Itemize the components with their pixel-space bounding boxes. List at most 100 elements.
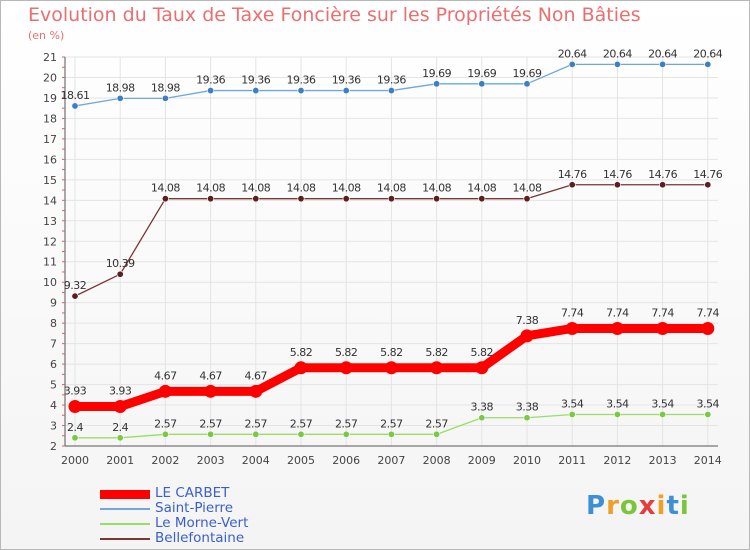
y-tick-label: 7 bbox=[50, 338, 57, 351]
data-point-le-morne-vert bbox=[252, 430, 260, 438]
data-label-le-morne-vert: 2.57 bbox=[199, 417, 222, 430]
data-point-bellefontaine bbox=[252, 195, 260, 203]
logo-letter: r bbox=[606, 491, 620, 521]
x-tick-label: 2011 bbox=[558, 454, 586, 467]
data-label-saint-pierre: 19.69 bbox=[513, 67, 542, 80]
data-label-le-carbet: 5.82 bbox=[380, 346, 403, 359]
y-axis-unit-label: (en %) bbox=[28, 29, 65, 42]
x-tick-label: 2008 bbox=[423, 454, 451, 467]
data-label-saint-pierre: 20.64 bbox=[558, 47, 587, 60]
data-label-le-morne-vert: 2.57 bbox=[425, 417, 448, 430]
legend-label-le-morne-vert: Le Morne-Vert bbox=[155, 515, 249, 531]
x-tick-label: 2004 bbox=[242, 454, 270, 467]
y-tick-label: 14 bbox=[43, 194, 57, 207]
data-point-bellefontaine bbox=[116, 270, 124, 278]
data-label-le-carbet: 5.82 bbox=[471, 346, 494, 359]
data-label-le-morne-vert: 2.57 bbox=[290, 417, 313, 430]
data-label-bellefontaine: 14.08 bbox=[467, 182, 496, 195]
data-point-le-morne-vert bbox=[478, 414, 486, 422]
data-label-saint-pierre: 19.36 bbox=[287, 74, 316, 87]
data-label-bellefontaine: 14.08 bbox=[422, 182, 451, 195]
grid bbox=[65, 56, 718, 447]
data-label-le-carbet: 7.38 bbox=[516, 314, 539, 327]
y-tick-label: 8 bbox=[50, 317, 57, 330]
data-label-le-morne-vert: 2.57 bbox=[335, 417, 358, 430]
y-tick-label: 16 bbox=[43, 153, 57, 166]
data-point-le-morne-vert bbox=[342, 430, 350, 438]
logo-letter: i bbox=[656, 491, 667, 521]
y-tick-label: 4 bbox=[50, 399, 57, 412]
data-point-le-morne-vert bbox=[297, 430, 305, 438]
x-tick-label: 2013 bbox=[649, 454, 677, 467]
data-label-le-carbet: 4.67 bbox=[154, 369, 177, 382]
data-point-bellefontaine bbox=[659, 181, 667, 189]
data-label-le-carbet: 4.67 bbox=[199, 369, 222, 382]
y-tick-label: 6 bbox=[50, 358, 57, 371]
data-point-bellefontaine bbox=[613, 181, 621, 189]
data-label-saint-pierre: 18.61 bbox=[61, 89, 90, 102]
data-point-le-carbet bbox=[701, 321, 715, 335]
legend-swatch-saint-pierre bbox=[100, 508, 150, 510]
data-label-le-carbet: 5.82 bbox=[425, 346, 448, 359]
data-point-le-carbet bbox=[158, 384, 172, 398]
logo-letter: i bbox=[679, 491, 690, 521]
y-tick-label: 12 bbox=[43, 235, 57, 248]
data-point-bellefontaine bbox=[523, 195, 531, 203]
data-label-le-carbet: 3.93 bbox=[64, 384, 87, 397]
data-point-bellefontaine bbox=[433, 195, 441, 203]
data-label-bellefontaine: 14.76 bbox=[603, 168, 632, 181]
x-tick-label: 2006 bbox=[332, 454, 360, 467]
data-label-le-morne-vert: 2.4 bbox=[112, 421, 128, 434]
data-label-bellefontaine: 14.08 bbox=[151, 182, 180, 195]
data-point-le-carbet bbox=[294, 361, 308, 375]
data-point-le-morne-vert bbox=[659, 410, 667, 418]
y-tick-label: 11 bbox=[43, 256, 57, 269]
data-point-saint-pierre bbox=[207, 87, 215, 95]
legend-swatch-le-morne-vert bbox=[100, 523, 150, 525]
data-point-saint-pierre bbox=[613, 60, 621, 68]
data-point-saint-pierre bbox=[116, 94, 124, 102]
data-label-bellefontaine: 14.76 bbox=[693, 168, 722, 181]
y-tick-label: 5 bbox=[50, 379, 57, 392]
data-label-le-carbet: 3.93 bbox=[109, 384, 132, 397]
x-tick-label: 2003 bbox=[197, 454, 225, 467]
data-point-bellefontaine bbox=[297, 195, 305, 203]
data-point-bellefontaine bbox=[207, 195, 215, 203]
data-label-le-morne-vert: 2.4 bbox=[67, 421, 83, 434]
data-label-saint-pierre: 19.36 bbox=[332, 74, 361, 87]
data-label-le-carbet: 7.74 bbox=[606, 306, 629, 319]
x-tick-label: 2009 bbox=[468, 454, 496, 467]
data-point-le-carbet bbox=[249, 384, 263, 398]
data-labels: 18.61 18.98 18.98 19.36 19.36 19.36 19.36 19.36… bbox=[61, 47, 724, 434]
data-point-le-carbet bbox=[68, 399, 82, 413]
data-point-le-morne-vert bbox=[387, 430, 395, 438]
proxiti-logo: Proxiti bbox=[586, 491, 690, 521]
data-point-saint-pierre bbox=[252, 87, 260, 95]
data-point-le-carbet bbox=[565, 321, 579, 335]
chart-title: Evolution du Taux de Taxe Foncière sur l… bbox=[28, 4, 641, 26]
data-label-bellefontaine: 9.32 bbox=[64, 279, 87, 292]
data-point-le-morne-vert bbox=[161, 430, 169, 438]
y-tick-label: 2 bbox=[50, 440, 57, 453]
y-tick-label: 13 bbox=[43, 215, 57, 228]
y-tick-label: 3 bbox=[50, 420, 57, 433]
data-label-bellefontaine: 14.08 bbox=[513, 182, 542, 195]
data-label-le-carbet: 5.82 bbox=[290, 346, 313, 359]
data-point-bellefontaine bbox=[71, 292, 79, 300]
data-label-le-morne-vert: 2.57 bbox=[245, 417, 268, 430]
y-tick-label: 19 bbox=[43, 92, 57, 105]
data-label-le-morne-vert: 3.38 bbox=[471, 401, 494, 414]
data-label-saint-pierre: 19.69 bbox=[467, 67, 496, 80]
x-tick-label: 2012 bbox=[603, 454, 631, 467]
series-lines bbox=[68, 60, 715, 442]
legend-label-saint-pierre: Saint-Pierre bbox=[155, 500, 234, 516]
data-point-saint-pierre bbox=[478, 80, 486, 88]
data-label-saint-pierre: 19.36 bbox=[377, 74, 406, 87]
data-point-le-morne-vert bbox=[207, 430, 215, 438]
data-label-bellefontaine: 14.08 bbox=[332, 182, 361, 195]
data-point-le-carbet bbox=[204, 384, 218, 398]
data-label-le-carbet: 7.74 bbox=[561, 306, 584, 319]
data-label-le-morne-vert: 3.54 bbox=[697, 397, 720, 410]
data-point-saint-pierre bbox=[523, 80, 531, 88]
